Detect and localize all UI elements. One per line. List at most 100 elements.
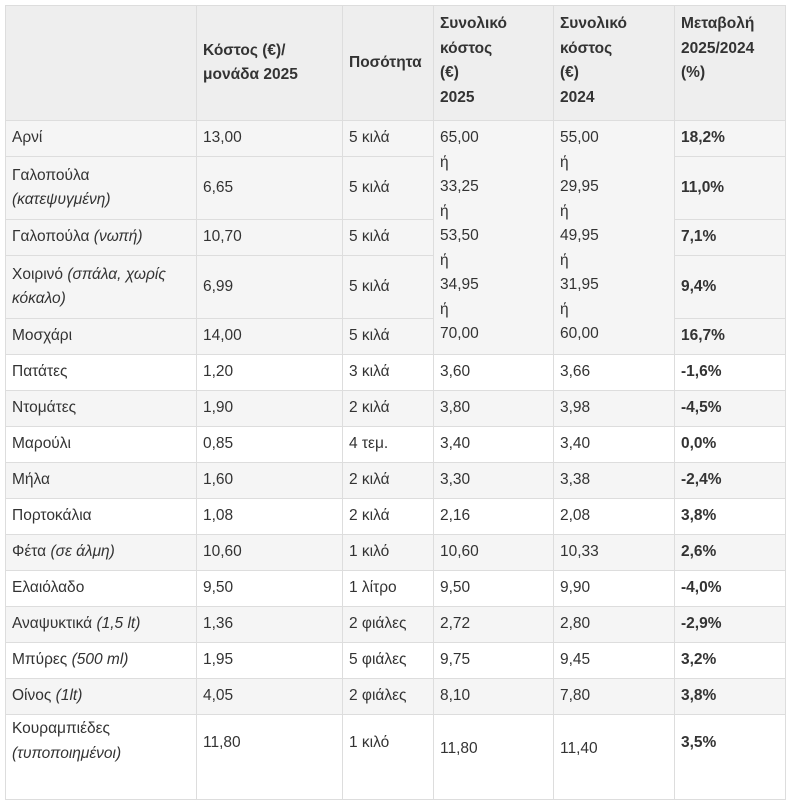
table-row: Γαλοπούλα (νωπή) 10,70 5 κιλά 7,1% [5, 219, 786, 256]
header-line: κόστος [440, 39, 493, 57]
unit-cost-cell: 14,00 [196, 318, 343, 355]
unit-cost-cell: 11,80 [196, 714, 343, 800]
table-row: Μπύρες (500 ml) 1,95 5 φιάλες 9,75 9,45 3,2% [5, 642, 786, 679]
product-name: Κουραμπιέδες [12, 720, 111, 737]
total-2025-cell: 3,40 [433, 426, 554, 463]
quantity-cell: 1 λίτρο [342, 570, 434, 607]
header-line: (%) [681, 64, 706, 81]
change-cell: -2,9% [674, 606, 786, 643]
product-detail: (1,5 lt) [96, 615, 141, 633]
total-2024-cell: 7,80 [553, 678, 675, 715]
change-cell: 16,7% [674, 318, 786, 355]
header-line: (€) [440, 64, 459, 81]
quantity-cell: 1 κιλό [342, 714, 434, 800]
total-line: ή [440, 300, 449, 318]
quantity-cell: 5 κιλά [342, 120, 434, 157]
header-line: 2024 [560, 88, 595, 106]
header-line: μονάδα 2025 [203, 66, 298, 83]
change-cell: 9,4% [674, 255, 786, 319]
total-line: ή [440, 202, 449, 220]
header-line: Ποσότητα [349, 53, 422, 71]
product-name: Μαρούλι [12, 435, 71, 453]
header-line: Μεταβολή [681, 15, 755, 32]
header-total-2025: Συνολικό κόστος (€) 2025 [433, 5, 554, 121]
total-line: 60,00 [560, 325, 599, 342]
total-line: 29,95 [560, 178, 599, 195]
product-detail: (κατεψυγμένη) [12, 191, 111, 208]
price-comparison-table: Κόστος (€)/ μονάδα 2025 Ποσότητα Συνολικό… [5, 5, 786, 800]
total-line: ή [560, 300, 569, 318]
total-2024-cell: 2,80 [553, 606, 675, 643]
product-detail: (νωπή) [93, 228, 143, 246]
table-row: Μαρούλι 0,85 4 τεμ. 3,40 3,40 0,0% [5, 426, 786, 463]
header-change: Μεταβολή 2025/2024 (%) [674, 5, 786, 121]
total-line: ή [560, 251, 569, 269]
header-line: 2025 [440, 88, 475, 106]
product-detail: (500 ml) [71, 651, 129, 669]
change-cell: -4,0% [674, 570, 786, 607]
total-2025-cell: 3,30 [433, 462, 554, 499]
quantity-cell: 3 κιλά [342, 354, 434, 391]
header-line: Συνολικό [440, 15, 507, 32]
unit-cost-cell: 13,00 [196, 120, 343, 157]
total-line: 33,25 [440, 178, 479, 195]
total-line: 53,50 [440, 227, 479, 244]
table-row: Γαλοπούλα (κατεψυγμένη) 6,65 5 κιλά 11,0% [5, 156, 786, 220]
total-2025-cell: 2,72 [433, 606, 554, 643]
product-name: Αρνί [12, 129, 43, 147]
quantity-cell: 1 κιλό [342, 534, 434, 571]
quantity-cell: 2 φιάλες [342, 678, 434, 715]
unit-cost-cell: 1,95 [196, 642, 343, 679]
change-cell: 7,1% [674, 219, 786, 256]
total-2024-cell: 3,38 [553, 462, 675, 499]
product-cell: Μήλα [5, 462, 197, 499]
header-quantity: Ποσότητα [342, 5, 434, 121]
change-cell: -2,4% [674, 462, 786, 499]
table-row: Πατάτες 1,20 3 κιλά 3,60 3,66 -1,6% [5, 354, 786, 391]
change-cell: 0,0% [674, 426, 786, 463]
total-2025-cell: 9,50 [433, 570, 554, 607]
total-line: 31,95 [560, 276, 599, 293]
total-line: ή [560, 202, 569, 220]
header-line: Κόστος (€)/ [203, 41, 286, 59]
table-row: Ελαιόλαδο 9,50 1 λίτρο 9,50 9,90 -4,0% [5, 570, 786, 607]
total-2024-cell: 3,98 [553, 390, 675, 427]
product-name: Γαλοπούλα [12, 228, 90, 246]
header-line: (€) [560, 64, 579, 81]
total-2024-cell: 2,08 [553, 498, 675, 535]
total-2025-cell: 11,80 [433, 714, 554, 800]
unit-cost-cell: 6,65 [196, 156, 343, 220]
product-cell: Γαλοπούλα (κατεψυγμένη) [5, 156, 197, 220]
header-row: Κόστος (€)/ μονάδα 2025 Ποσότητα Συνολικό… [5, 5, 786, 121]
product-cell: Κουραμπιέδες (τυποποιημένοι) [5, 714, 197, 800]
change-cell: 11,0% [674, 156, 786, 220]
quantity-cell: 2 κιλά [342, 462, 434, 499]
total-2025-cell: 3,60 [433, 354, 554, 391]
product-name: Χοιρινό [12, 265, 64, 283]
unit-cost-cell: 4,05 [196, 678, 343, 715]
product-name: Μπύρες [12, 651, 68, 669]
header-product [5, 5, 197, 121]
total-2025-cell: 10,60 [433, 534, 554, 571]
product-name: Πατάτες [12, 363, 68, 381]
unit-cost-cell: 1,36 [196, 606, 343, 643]
total-2025-merged-cell: 65,00 ή 33,25 ή 53,50 ή 34,95 ή 70,00 [433, 120, 554, 355]
total-line: 65,00 [440, 129, 479, 146]
total-2024-merged-cell: 55,00 ή 29,95 ή 49,95 ή 31,95 ή 60,00 [553, 120, 675, 355]
change-cell: 3,8% [674, 498, 786, 535]
table-row: Φέτα (σε άλμη) 10,60 1 κιλό 10,60 10,33 2,6% [5, 534, 786, 571]
unit-cost-cell: 1,20 [196, 354, 343, 391]
total-2025-cell: 9,75 [433, 642, 554, 679]
unit-cost-cell: 9,50 [196, 570, 343, 607]
header-line: Συνολικό [560, 15, 627, 32]
product-detail: (σπάλα, χωρίς κόκαλο) [12, 265, 166, 308]
change-cell: 2,6% [674, 534, 786, 571]
table-row: Μοσχάρι 14,00 5 κιλά 16,7% [5, 318, 786, 355]
total-2025-cell: 3,80 [433, 390, 554, 427]
change-cell: 3,5% [674, 714, 786, 800]
quantity-cell: 5 κιλά [342, 318, 434, 355]
product-detail: (τυποποιημένοι) [12, 744, 122, 762]
unit-cost-cell: 1,08 [196, 498, 343, 535]
product-cell: Οίνος (1lt) [5, 678, 197, 715]
total-line: ή [440, 251, 449, 269]
